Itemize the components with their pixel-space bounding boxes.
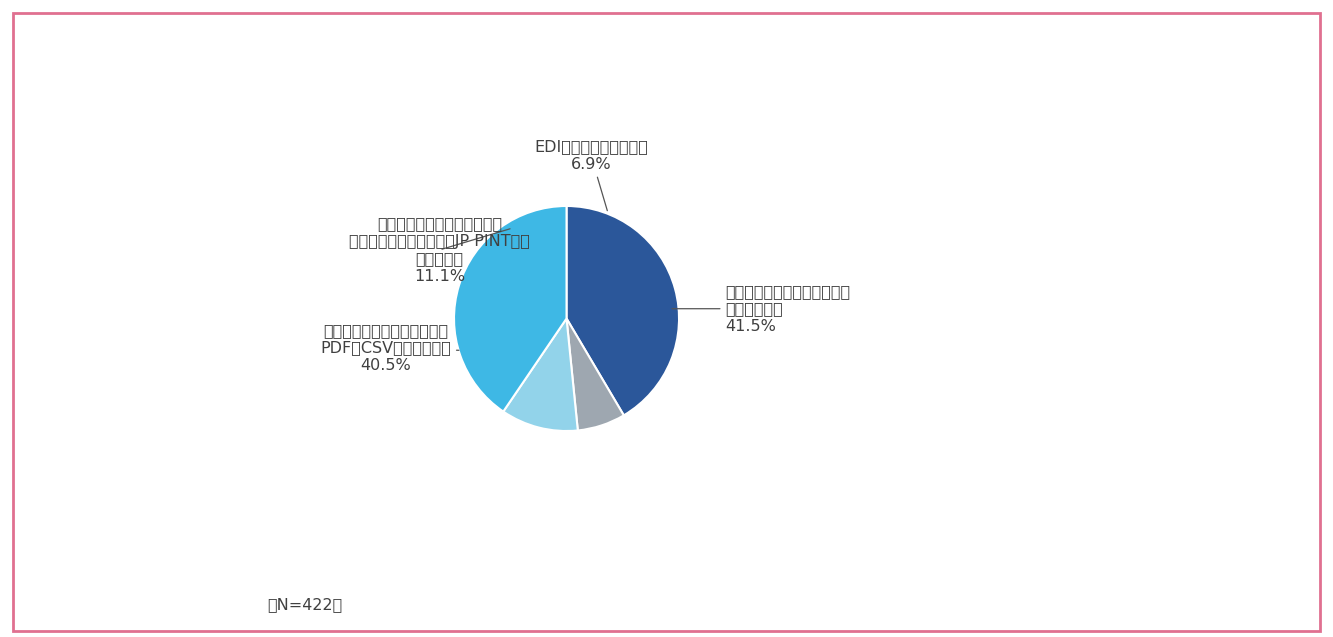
Text: メールに請求書等のデータを
添付して送信
41.5%: メールに請求書等のデータを 添付して送信 41.5%: [672, 284, 850, 334]
Wedge shape: [567, 318, 624, 431]
Text: （N=422）: （N=422）: [267, 597, 343, 612]
Text: クラウドを利用し請求書等を
ペポル（標準インボイスJP PINT）に
変換し発行
11.1%: クラウドを利用し請求書等を ペポル（標準インボイスJP PINT）に 変換し発行…: [349, 217, 529, 283]
Wedge shape: [455, 206, 567, 412]
Text: クラウドを利用し請求書等の
PDFやCSVデータを発行
40.5%: クラウドを利用し請求書等の PDFやCSVデータを発行 40.5%: [320, 323, 459, 373]
Wedge shape: [567, 206, 678, 415]
Wedge shape: [504, 318, 577, 431]
Text: EDIシステムにより発行
6.9%: EDIシステムにより発行 6.9%: [535, 140, 648, 211]
